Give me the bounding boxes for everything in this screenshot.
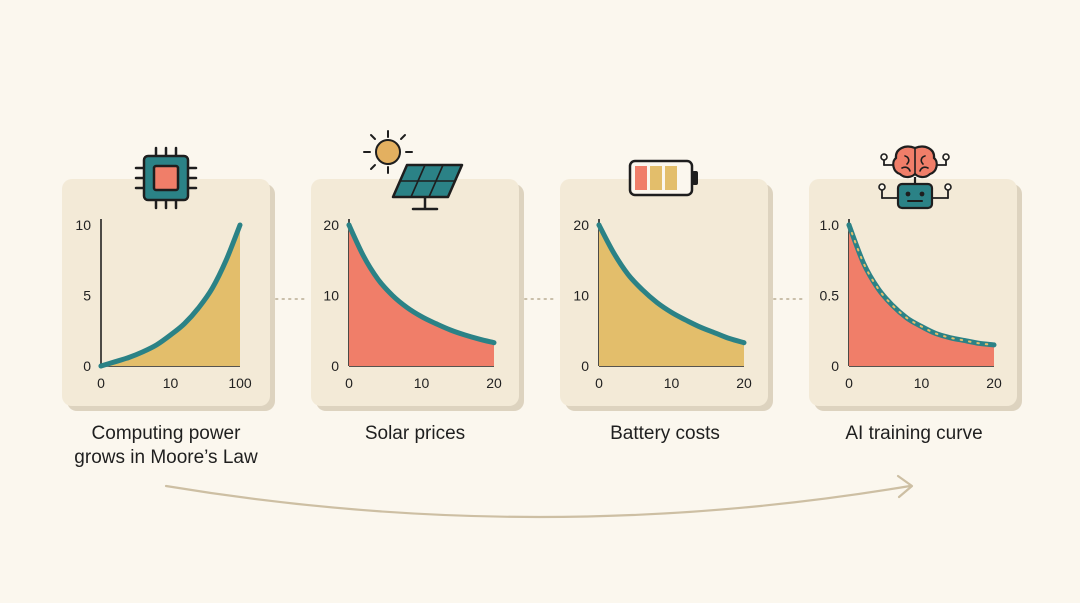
ai-brain-robot-icon (878, 145, 952, 210)
chart-panel-2: 0 10 20 0 10 20 (311, 179, 524, 411)
icons (134, 130, 952, 211)
series-dots (848, 224, 995, 346)
x-tick-label: 100 (228, 375, 252, 391)
chip-icon (134, 146, 198, 210)
data-point (596, 222, 602, 228)
caption-solar-prices: Solar prices (300, 422, 530, 446)
y-tick-label: 0 (331, 358, 339, 374)
x-tick-label: 10 (914, 375, 930, 391)
x-tick-label: 0 (97, 375, 105, 391)
y-tick-label: 10 (573, 288, 589, 304)
data-point (98, 363, 104, 369)
y-tick-label: 20 (573, 217, 589, 233)
x-tick-label: 0 (345, 375, 353, 391)
caption-line: Computing power (91, 423, 241, 444)
panel-background (311, 179, 519, 406)
series-line (596, 222, 747, 346)
data-point (846, 222, 852, 228)
x-tick-label: 20 (736, 375, 752, 391)
caption-computing-power: Computing power grows in Moore’s Law (51, 422, 281, 470)
caption-line: grows in Moore’s Law (74, 447, 258, 468)
x-tick-label: 10 (664, 375, 680, 391)
y-tick-label: 0.5 (820, 288, 840, 304)
caption-line: Solar prices (364, 423, 466, 444)
chart-panel-4: 0 0.5 1.0 0 10 20 (809, 179, 1022, 411)
x-tick-label: 0 (595, 375, 603, 391)
panel-background (809, 179, 1017, 406)
y-tick-label: 5 (83, 288, 91, 304)
solar-panel-icon (363, 130, 464, 211)
x-tick-label: 10 (163, 375, 179, 391)
battery-icon (628, 159, 698, 197)
y-tick-label: 0 (831, 358, 839, 374)
caption-line: AI training curve (845, 423, 983, 444)
area-fill (349, 225, 494, 366)
panel-background (560, 179, 768, 406)
x-tick-label: 20 (486, 375, 502, 391)
y-tick-label: 0 (581, 358, 589, 374)
y-tick-label: 0 (83, 358, 91, 374)
x-tick-label: 0 (845, 375, 853, 391)
x-tick-label: 20 (986, 375, 1002, 391)
caption-battery-costs: Battery costs (550, 422, 780, 446)
series-line (98, 222, 243, 369)
chart-panel-3: 0 10 20 0 10 20 (560, 179, 773, 411)
y-tick-label: 10 (75, 217, 91, 233)
y-tick-label: 1.0 (820, 217, 840, 233)
area-fill (101, 225, 240, 366)
y-tick-label: 10 (323, 288, 339, 304)
caption-ai-training-curve: AI training curve (799, 422, 1029, 446)
progress-arrow (164, 474, 914, 519)
x-tick-label: 10 (414, 375, 430, 391)
y-tick-label: 20 (323, 217, 339, 233)
caption-line: Battery costs (610, 423, 720, 444)
data-point (346, 222, 352, 228)
series-line (346, 222, 497, 346)
area-fill (849, 225, 994, 366)
